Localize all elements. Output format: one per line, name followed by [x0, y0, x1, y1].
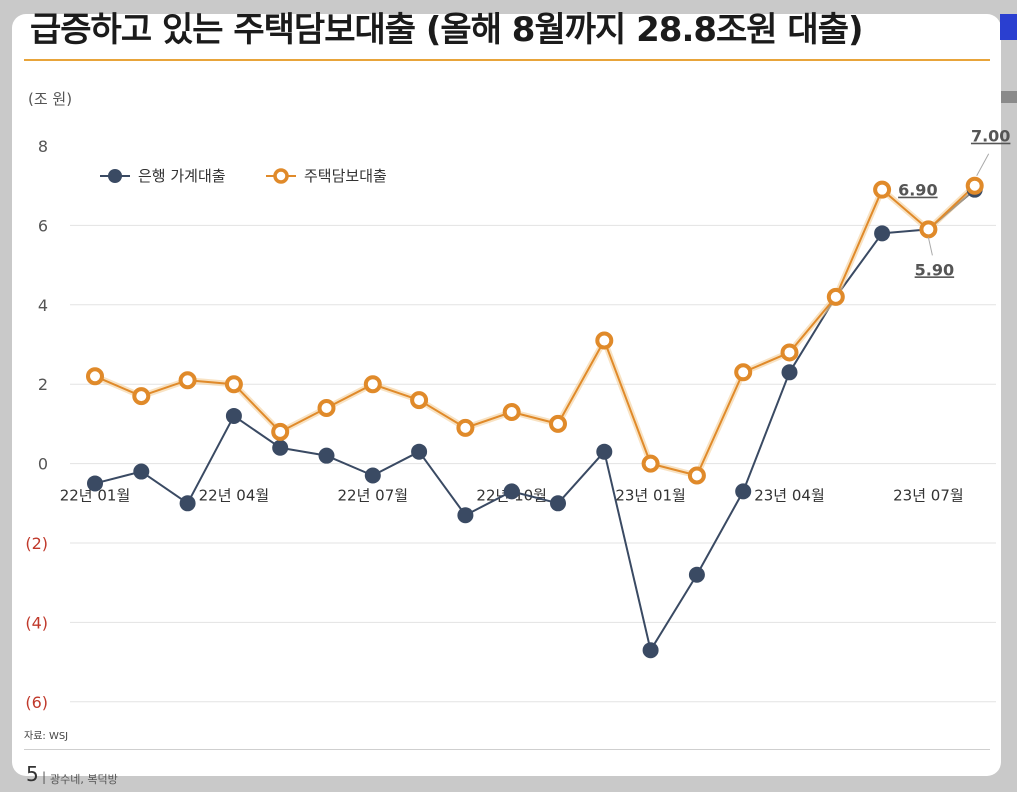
y-tick-label: 0	[38, 455, 48, 474]
data-point	[363, 375, 382, 394]
data-point	[781, 364, 798, 381]
series-line-glow	[93, 183, 977, 479]
legend-label: 주택담보대출	[304, 167, 387, 185]
slide-title: 급증하고 있는 주택담보대출 (올해 8월까지 28.8조원 대출)	[30, 10, 864, 50]
data-point	[132, 387, 151, 406]
data-point	[456, 418, 475, 437]
data-point	[687, 466, 706, 485]
data-point	[642, 642, 659, 659]
x-tick-label: 23년 01월	[615, 487, 686, 505]
data-point	[133, 463, 150, 480]
data-point	[225, 407, 242, 424]
data-point	[826, 287, 845, 306]
data-label: 5.90	[915, 260, 954, 279]
data-point	[735, 483, 752, 500]
y-tick-label: (6)	[25, 693, 48, 712]
y-tick-label: 2	[38, 375, 48, 394]
legend-label: 은행 가계대출	[138, 167, 226, 185]
data-point	[550, 495, 566, 512]
page-separator: |	[42, 770, 47, 784]
annotations: 7.00 6.90 5.90	[898, 127, 1010, 280]
x-tick-label: 22년 07월	[338, 487, 409, 505]
data-point	[502, 402, 521, 421]
data-point	[318, 447, 335, 464]
title-underline	[24, 59, 990, 61]
data-point	[224, 375, 243, 394]
data-point	[919, 220, 938, 239]
data-point	[873, 180, 892, 199]
data-label: 7.00	[971, 127, 1010, 146]
legend-marker	[273, 168, 289, 184]
data-point	[596, 443, 613, 460]
data-point	[411, 443, 428, 460]
legend-marker	[108, 169, 122, 183]
x-tick-label: 23년 04월	[754, 487, 825, 505]
y-tick-label: 4	[38, 296, 48, 315]
y-tick-label: 6	[38, 216, 48, 235]
x-tick-label: 22년 01월	[60, 487, 131, 505]
x-tick-label: 22년 04월	[199, 487, 270, 505]
slide-panel	[12, 14, 1001, 776]
series-group	[86, 176, 984, 659]
data-point	[503, 483, 520, 500]
data-point	[179, 495, 196, 512]
data-point	[457, 507, 474, 524]
data-label: 6.90	[898, 181, 937, 200]
data-point	[549, 414, 567, 433]
x-tick-label: 23년 07월	[893, 487, 964, 505]
data-point	[734, 363, 753, 382]
data-point	[595, 331, 614, 350]
page-number: 5	[26, 762, 39, 786]
annotation-leader	[927, 237, 933, 256]
data-point	[965, 176, 984, 195]
data-point	[410, 391, 429, 410]
y-tick-label: (2)	[25, 534, 48, 553]
y-tick-label: 8	[38, 137, 48, 156]
data-point	[641, 454, 660, 473]
data-point	[688, 566, 705, 583]
slide-accent-tab	[1000, 14, 1017, 40]
legend: 은행 가계대출 주택담보대출	[100, 167, 387, 185]
data-point	[86, 367, 104, 386]
scroll-marker	[1001, 91, 1017, 103]
source-note: 자료: WSJ	[24, 731, 69, 742]
y-tick-labels: 8 6 4 2 0 (2) (4) (6)	[25, 137, 48, 712]
data-point	[272, 439, 289, 456]
y-axis-unit-label: (조 원)	[28, 90, 73, 108]
footer-divider	[24, 749, 990, 750]
data-point	[87, 475, 103, 492]
series-line	[94, 184, 976, 477]
footer-caption: 광수네, 복덕방	[50, 773, 118, 786]
data-point	[780, 343, 799, 362]
y-tick-label: (4)	[25, 613, 48, 632]
data-point	[364, 467, 381, 484]
data-point	[874, 225, 891, 242]
data-point	[271, 422, 290, 441]
data-point	[178, 371, 197, 390]
annotation-leader	[976, 153, 990, 176]
data-point	[317, 399, 336, 418]
